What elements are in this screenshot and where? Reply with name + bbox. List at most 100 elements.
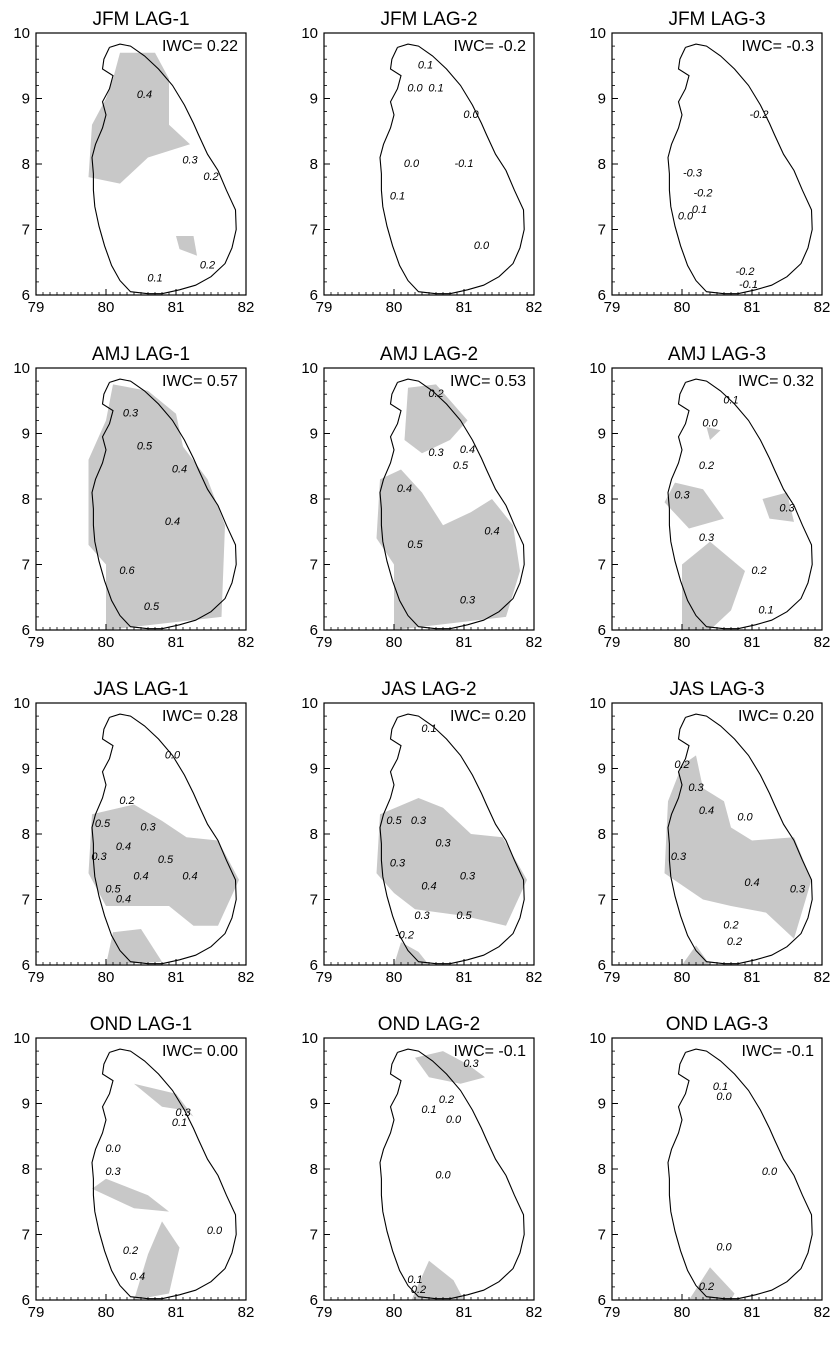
- contour-label: 0.1: [147, 273, 162, 285]
- shaded-region: [106, 929, 162, 965]
- y-tick-label: 10: [13, 25, 30, 42]
- x-tick-label: 79: [316, 299, 333, 316]
- y-tick-label: 10: [589, 1030, 606, 1047]
- y-tick-label: 8: [310, 1161, 318, 1178]
- contour-label: 0.2: [411, 1284, 426, 1296]
- shaded-region: [376, 798, 527, 926]
- y-tick-label: 7: [310, 557, 318, 574]
- shaded-region: [404, 384, 468, 454]
- y-tick-label: 10: [589, 360, 606, 377]
- x-tick-label: 82: [814, 1304, 831, 1321]
- iwc-label: IWC= 0.57: [162, 373, 238, 390]
- panel-title: OND LAG-3: [666, 1014, 768, 1035]
- shaded-region: [134, 1221, 180, 1300]
- contour-label: 0.2: [119, 795, 134, 807]
- contour-label: 0.3: [414, 910, 430, 922]
- x-tick-label: 81: [744, 969, 761, 986]
- x-tick-label: 80: [386, 634, 403, 651]
- x-tick-label: 82: [238, 1304, 255, 1321]
- contour-label: 0.2: [203, 171, 218, 183]
- contour-label: 0.3: [688, 782, 704, 794]
- contour-label: 0.5: [95, 818, 111, 830]
- contour-label: -0.1: [455, 158, 474, 170]
- x-tick-label: 81: [744, 299, 761, 316]
- contour-label: 0.3: [182, 155, 198, 167]
- panel-title: JAS LAG-1: [93, 679, 188, 700]
- iwc-label: IWC= -0.1: [742, 1043, 815, 1060]
- contour-label: 0.0: [678, 210, 694, 222]
- contour-label: 0.1: [723, 395, 738, 407]
- y-tick-label: 7: [310, 1227, 318, 1244]
- contour-label: 0.1: [418, 60, 433, 72]
- contour-label: 0.5: [137, 441, 153, 453]
- y-tick-label: 8: [598, 156, 606, 173]
- x-tick-label: 81: [456, 299, 473, 316]
- x-tick-label: 79: [604, 1304, 621, 1321]
- y-tick-label: 8: [22, 1161, 30, 1178]
- contour-label: 0.5: [144, 601, 160, 613]
- panel-title: JAS LAG-3: [669, 679, 764, 700]
- contour-label: 0.2: [751, 565, 766, 577]
- contour-label: 0.4: [699, 805, 714, 817]
- shaded-region: [664, 482, 724, 529]
- contour-label: 0.1: [428, 83, 443, 95]
- contour-label: 0.4: [484, 526, 499, 538]
- y-tick-label: 10: [13, 1030, 30, 1047]
- contour-label: 0.3: [460, 871, 476, 883]
- panel-title: JAS LAG-2: [381, 679, 476, 700]
- y-tick-label: 10: [301, 695, 318, 712]
- shaded-region: [762, 492, 794, 522]
- y-tick-label: 6: [310, 957, 318, 974]
- shaded-region: [176, 236, 197, 256]
- contour-label: 0.2: [699, 460, 714, 472]
- plot-frame: [611, 32, 823, 296]
- y-tick-label: 7: [22, 557, 30, 574]
- contour-label: 0.0: [716, 1091, 732, 1103]
- y-tick-label: 8: [22, 491, 30, 508]
- contour-label: 0.1: [407, 1274, 422, 1286]
- y-tick-label: 10: [301, 25, 318, 42]
- x-tick-label: 81: [456, 969, 473, 986]
- contour-label: 0.0: [463, 109, 479, 121]
- x-tick-label: 81: [456, 634, 473, 651]
- plot-frame: [35, 1037, 247, 1301]
- shaded-region: [664, 755, 812, 939]
- shaded-region: [682, 541, 745, 630]
- y-tick-label: 6: [310, 287, 318, 304]
- contour-label: 0.2: [699, 1281, 714, 1293]
- contour-label: 0.0: [407, 83, 423, 95]
- iwc-label: IWC= 0.32: [738, 373, 814, 390]
- contour-label: 0.5: [456, 910, 472, 922]
- y-tick-label: 10: [589, 25, 606, 42]
- y-tick-label: 9: [22, 426, 30, 443]
- x-tick-label: 81: [168, 299, 185, 316]
- y-tick-label: 10: [13, 695, 30, 712]
- x-tick-label: 79: [28, 969, 45, 986]
- y-tick-label: 10: [301, 360, 318, 377]
- panel-title: JFM LAG-2: [380, 9, 477, 30]
- shaded-region: [706, 427, 721, 440]
- contour-label: -0.1: [739, 279, 758, 291]
- y-tick-label: 7: [598, 1227, 606, 1244]
- y-tick-label: 9: [598, 1096, 606, 1113]
- contour-label: 0.0: [207, 1225, 223, 1237]
- contour-label: 0.4: [460, 444, 475, 456]
- contour-label: -0.2: [736, 266, 755, 278]
- shaded-region: [88, 804, 239, 926]
- shaded-region: [92, 1178, 169, 1212]
- x-tick-label: 79: [28, 299, 45, 316]
- y-tick-label: 9: [22, 761, 30, 778]
- y-tick-label: 9: [310, 761, 318, 778]
- contour-label: 0.5: [386, 815, 402, 827]
- x-tick-label: 82: [814, 299, 831, 316]
- shaded-region: [415, 1051, 485, 1084]
- contour-label: 0.3: [390, 857, 406, 869]
- contour-label: 0.3: [779, 503, 795, 515]
- y-tick-label: 6: [598, 287, 606, 304]
- y-tick-label: 8: [598, 826, 606, 843]
- x-tick-label: 82: [526, 969, 543, 986]
